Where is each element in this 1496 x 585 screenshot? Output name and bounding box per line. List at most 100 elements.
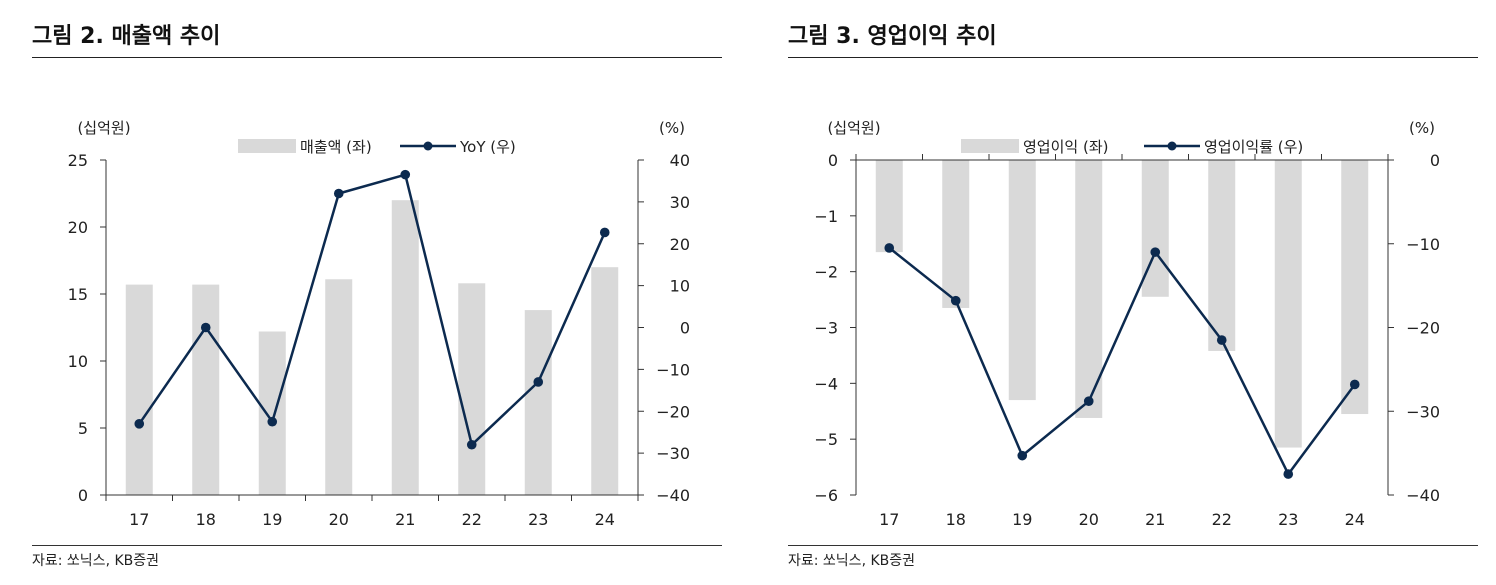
- left-tick-label: 0: [78, 486, 88, 505]
- bar-18: [942, 160, 970, 308]
- left-tick-label: −6: [814, 486, 838, 505]
- x-tick-label-22: 22: [462, 510, 482, 529]
- line-point-24: [1349, 379, 1360, 390]
- line-point-23: [533, 377, 544, 387]
- line-point-21: [400, 169, 411, 180]
- x-tick-label-23: 23: [1278, 510, 1298, 529]
- left-tick-label: 15: [68, 285, 88, 304]
- x-tick-label-17: 17: [129, 510, 149, 529]
- legend-bar-label: 영업이익 (좌): [1023, 138, 1108, 156]
- line-point-17: [134, 419, 145, 429]
- line-point-17: [884, 243, 895, 253]
- revenue-chart-panel: 그림 2. 매출액 추이 0 5 10 15 20 25 40 30 20 10 0 −10 −20 −3…: [0, 0, 740, 585]
- line-point-20: [1083, 396, 1094, 407]
- bar-22: [458, 283, 486, 495]
- x-tick-label-19: 19: [262, 510, 282, 529]
- right-tick-label: 40: [670, 151, 690, 170]
- bottom-divider: [32, 545, 722, 546]
- bar-23: [1274, 160, 1302, 448]
- right-tick-label: −40: [1406, 486, 1440, 505]
- left-tick-label: 5: [78, 419, 88, 438]
- left-tick-label: 10: [68, 352, 88, 371]
- source-note: 자료: 쏘닉스, KB증권: [32, 553, 160, 569]
- legend-bar-swatch: [961, 139, 1019, 153]
- right-tick-label: −10: [1406, 235, 1440, 254]
- legend-bar-swatch: [238, 139, 296, 153]
- left-tick-label: −4: [814, 374, 838, 393]
- bar-20: [1075, 160, 1103, 418]
- x-tick-label-19: 19: [1012, 510, 1032, 529]
- left-tick-label: −1: [814, 207, 838, 226]
- right-tick-label: 10: [670, 277, 690, 296]
- legend-bar-label: 매출액 (좌): [300, 138, 372, 156]
- bar-19: [258, 331, 286, 495]
- right-tick-label: 0: [680, 319, 690, 338]
- left-tick-label: 0: [828, 151, 838, 170]
- x-tick-label-24: 24: [595, 510, 615, 529]
- figure-title: 그림 2. 매출액 추이: [32, 24, 221, 49]
- source-note: 자료: 쏘닉스, KB증권: [788, 553, 916, 569]
- legend-line-marker: [423, 141, 433, 151]
- bar-23: [524, 310, 552, 495]
- x-tick-label-18: 18: [946, 510, 966, 529]
- x-tick-label-21: 21: [1145, 510, 1165, 529]
- bar-20: [325, 279, 353, 495]
- x-tick-label-18: 18: [196, 510, 216, 529]
- revenue-chart: 0 5 10 15 20 25 40 30 20 10 0 −10 −20 −30 −40 17 18 19 20 2…: [68, 119, 690, 529]
- right-axis-unit: (%): [1409, 119, 1435, 137]
- right-tick-label: 0: [1430, 151, 1440, 170]
- x-tick-label-21: 21: [395, 510, 415, 529]
- line-point-21: [1150, 247, 1161, 257]
- left-tick-label: −2: [814, 263, 838, 282]
- line-point-24: [599, 227, 610, 238]
- bar-22: [1208, 160, 1236, 351]
- line-series: [138, 173, 606, 447]
- line-point-19: [1017, 450, 1028, 461]
- right-tick-label: −40: [656, 486, 690, 505]
- right-tick-label: −30: [1406, 402, 1440, 421]
- left-tick-label: 25: [68, 151, 88, 170]
- x-tick-label-17: 17: [879, 510, 899, 529]
- x-tick-label-20: 20: [1079, 510, 1099, 529]
- left-axis-unit: (십억원): [77, 119, 130, 137]
- legend-line-label: 영업이익률 (우): [1204, 138, 1303, 156]
- x-tick-label-23: 23: [528, 510, 548, 529]
- bar-18: [192, 284, 220, 495]
- bar-21: [391, 200, 419, 495]
- operating-profit-chart-panel: 그림 3. 영업이익 추이 0 −1 −2 −3 −4 −5 −6 0 −10 −20 −30 −40…: [760, 0, 1496, 585]
- bar-17: [125, 284, 153, 495]
- right-tick-label: −10: [656, 360, 690, 379]
- operating-profit-chart: 0 −1 −2 −3 −4 −5 −6 0 −10 −20 −30 −40 17 18 19 20 21 22 23…: [814, 119, 1440, 529]
- left-tick-label: 20: [68, 218, 88, 237]
- line-point-23: [1283, 469, 1294, 479]
- left-tick-label: −3: [814, 319, 838, 338]
- bar-24: [591, 267, 619, 495]
- bar-17: [875, 160, 903, 253]
- left-axis-unit: (십억원): [827, 119, 880, 137]
- x-tick-label-20: 20: [329, 510, 349, 529]
- bar-24: [1341, 160, 1369, 415]
- line-point-19: [267, 416, 278, 427]
- left-tick-label: −5: [814, 430, 838, 449]
- x-tick-label-22: 22: [1212, 510, 1232, 529]
- right-axis-unit: (%): [659, 119, 685, 137]
- right-tick-label: −20: [1406, 319, 1440, 338]
- line-point-18: [200, 322, 211, 333]
- figure-title: 그림 3. 영업이익 추이: [788, 24, 997, 49]
- right-tick-label: 20: [670, 235, 690, 254]
- bottom-divider: [788, 545, 1478, 546]
- legend-line-marker: [1167, 141, 1177, 151]
- line-point-20: [333, 188, 344, 199]
- line-point-18: [950, 295, 961, 306]
- line-series: [888, 246, 1356, 476]
- right-tick-label: 30: [670, 193, 690, 212]
- title-divider: [32, 57, 722, 58]
- legend-line-label: YoY (우): [459, 138, 516, 156]
- x-tick-label-24: 24: [1345, 510, 1365, 529]
- bar-19: [1008, 160, 1036, 401]
- title-divider: [788, 57, 1478, 58]
- line-point-22: [1216, 335, 1227, 345]
- line-point-22: [466, 439, 477, 450]
- right-tick-label: −20: [656, 402, 690, 421]
- right-tick-label: −30: [656, 444, 690, 463]
